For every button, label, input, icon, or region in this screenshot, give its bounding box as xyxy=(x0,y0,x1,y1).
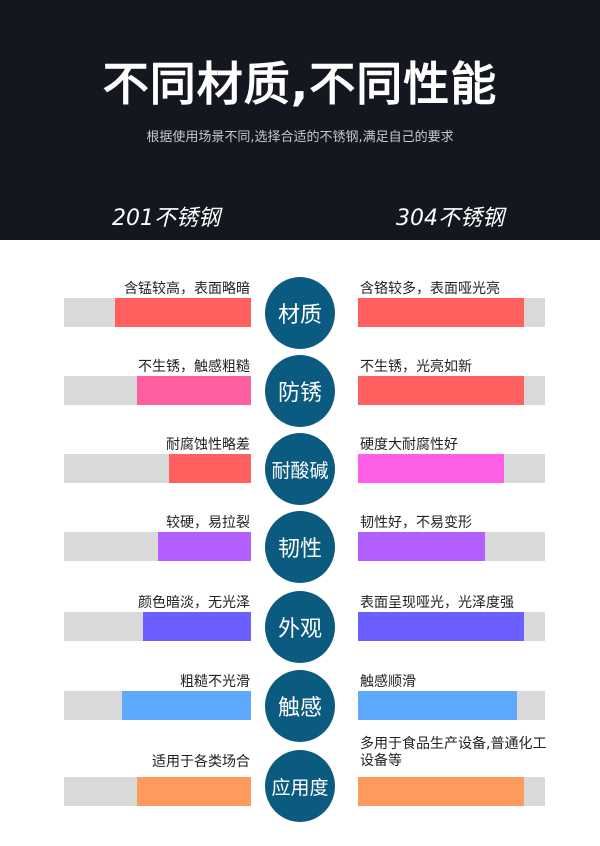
right-description: 含铬较多，表面哑光亮 xyxy=(360,281,500,297)
left-description: 较硬，易拉裂 xyxy=(166,515,250,531)
attribute-badge: 触感 xyxy=(265,670,335,742)
comparison-row: 较硬，易拉裂 韧性 韧性好，不易变形 xyxy=(0,511,600,591)
left-description: 耐腐蚀性略差 xyxy=(166,437,250,453)
right-level-fill xyxy=(358,376,525,405)
left-level-fill xyxy=(136,777,251,806)
left-level-bar xyxy=(64,298,251,327)
comparison-row: 不生锈，触感粗糙 防锈 不生锈，光亮如新 xyxy=(0,355,600,435)
right-level-fill xyxy=(358,777,525,806)
left-level-bar xyxy=(64,454,251,483)
left-description: 适用于各类场合 xyxy=(152,754,250,770)
left-heading: 201不锈钢 xyxy=(112,206,220,231)
comparison-row: 粗糙不光滑 触感 触感顺滑 xyxy=(0,670,600,750)
left-level-bar xyxy=(64,376,251,405)
comparison-row: 耐腐蚀性略差 耐酸碱 硬度大耐腐性好 xyxy=(0,433,600,513)
left-description: 粗糙不光滑 xyxy=(180,674,250,690)
attribute-badge: 耐酸碱 xyxy=(265,433,335,505)
left-level-fill xyxy=(114,298,251,327)
right-heading: 304不锈钢 xyxy=(396,206,504,231)
right-level-fill xyxy=(358,532,486,561)
right-level-bar xyxy=(358,777,545,806)
right-level-bar xyxy=(358,376,545,405)
attribute-badge: 防锈 xyxy=(265,355,335,427)
left-level-fill xyxy=(121,691,251,720)
left-level-fill xyxy=(142,612,251,641)
attribute-badge: 外观 xyxy=(265,591,335,663)
left-level-bar xyxy=(64,691,251,720)
right-description: 多用于食品生产设备,普通化工设备等 xyxy=(360,736,547,769)
comparison-row: 适用于各类场合 应用度 多用于食品生产设备,普通化工设备等 xyxy=(0,736,600,830)
page-subtitle: 根据使用场景不同,选择合适的不锈钢,满足自己的要求 xyxy=(146,130,454,145)
comparison-row: 颜色暗淡，无光泽 外观 表面呈现哑光，光泽度强 xyxy=(0,591,600,671)
right-level-fill xyxy=(358,454,504,483)
left-description: 含锰较高，表面略暗 xyxy=(124,281,250,297)
right-level-fill xyxy=(358,612,525,641)
left-level-bar xyxy=(64,777,251,806)
right-description: 触感顺滑 xyxy=(360,674,416,690)
right-level-fill xyxy=(358,691,517,720)
left-level-fill xyxy=(157,532,251,561)
right-level-bar xyxy=(358,612,545,641)
right-level-bar xyxy=(358,691,545,720)
right-level-bar xyxy=(358,298,545,327)
left-description: 不生锈，触感粗糙 xyxy=(138,359,250,375)
left-level-fill xyxy=(168,454,251,483)
right-level-bar xyxy=(358,532,545,561)
right-description: 硬度大耐腐性好 xyxy=(360,437,458,453)
right-description: 表面呈现哑光，光泽度强 xyxy=(360,595,514,611)
header: 不同材质,不同性能 根据使用场景不同,选择合适的不锈钢,满足自己的要求 201不… xyxy=(0,0,600,240)
right-description: 不生锈，光亮如新 xyxy=(360,359,472,375)
right-description: 韧性好，不易变形 xyxy=(360,515,472,531)
left-description: 颜色暗淡，无光泽 xyxy=(138,595,250,611)
attribute-badge: 材质 xyxy=(265,277,335,349)
page-title: 不同材质,不同性能 xyxy=(102,57,498,111)
left-level-fill xyxy=(136,376,251,405)
attribute-badge: 应用度 xyxy=(265,750,335,822)
comparison-row: 含锰较高，表面略暗 材质 含铬较多，表面哑光亮 xyxy=(0,277,600,357)
left-level-bar xyxy=(64,532,251,561)
attribute-badge: 韧性 xyxy=(265,511,335,583)
left-level-bar xyxy=(64,612,251,641)
right-level-bar xyxy=(358,454,545,483)
right-level-fill xyxy=(358,298,525,327)
